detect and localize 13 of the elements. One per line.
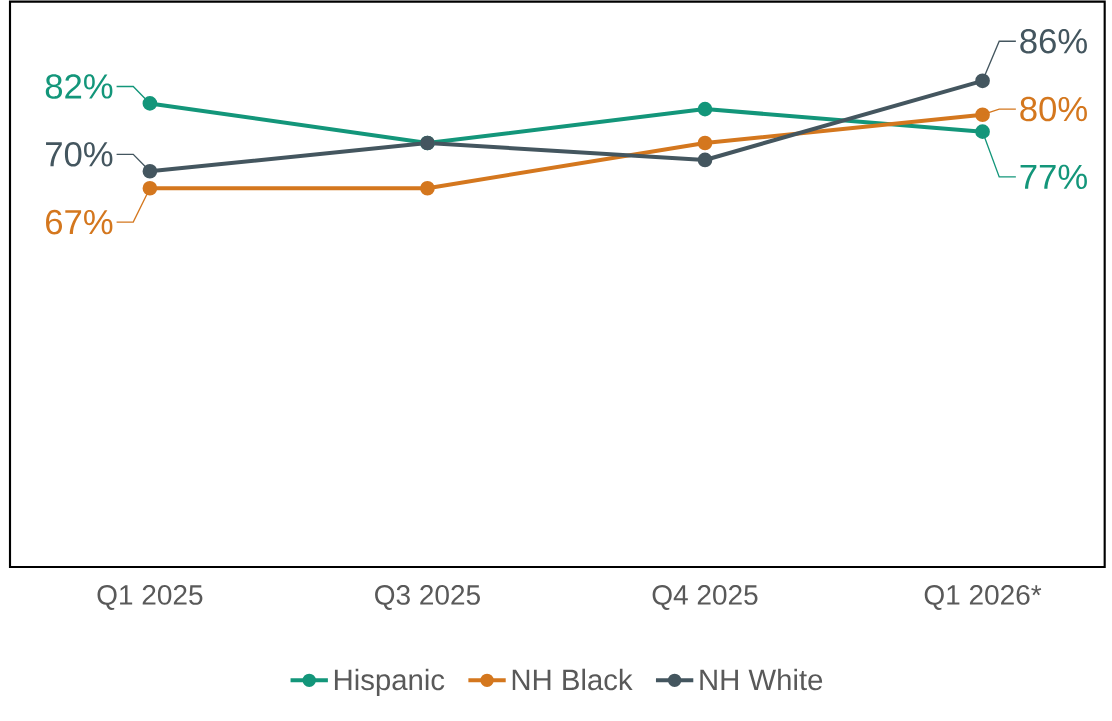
data-label: 82% xyxy=(45,74,113,99)
x-tick-label: Q4 2025 xyxy=(652,585,758,610)
x-tick-label: Q1 2026* xyxy=(924,585,1042,610)
x-tick-label: Q3 2025 xyxy=(375,585,480,610)
data-label: 70% xyxy=(46,142,113,167)
data-label: 77% xyxy=(1020,164,1087,190)
legend-label: NH White xyxy=(700,668,823,691)
x-tick-label: Q1 2025 xyxy=(97,585,203,610)
legend-label: NH Black xyxy=(512,668,633,691)
legend-label: Hispanic xyxy=(334,668,445,697)
data-label: 67% xyxy=(46,209,113,235)
data-label: 86% xyxy=(1020,28,1087,54)
data-label: 80% xyxy=(1020,96,1087,122)
